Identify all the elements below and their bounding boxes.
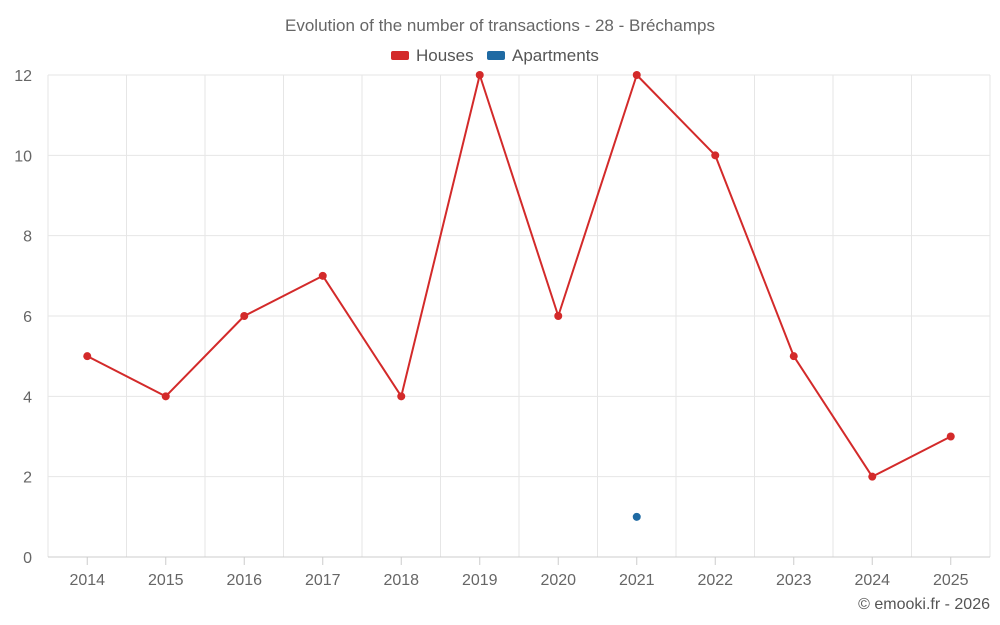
data-point-houses[interactable] [240, 312, 249, 320]
data-point-houses[interactable] [318, 271, 327, 280]
data-point-houses[interactable] [161, 392, 170, 401]
plot-area [83, 71, 955, 521]
legend-swatch-apartments [487, 51, 505, 60]
y-tick-label: 6 [23, 309, 32, 326]
x-tick-label: 2019 [462, 572, 498, 589]
legend-label-houses[interactable]: Houses [416, 46, 474, 65]
data-point-houses[interactable] [789, 352, 798, 361]
legend-swatch-houses [391, 51, 409, 60]
y-tick-label: 4 [23, 389, 32, 406]
x-tick-label: 2022 [697, 572, 733, 589]
chart-title: Evolution of the number of transactions … [285, 16, 715, 35]
series-line-houses[interactable] [86, 74, 952, 478]
x-tick-label: 2016 [226, 572, 262, 589]
y-tick-label: 12 [14, 68, 32, 85]
data-point-houses[interactable] [632, 71, 641, 79]
data-point-houses[interactable] [475, 71, 484, 79]
x-tick-label: 2015 [148, 572, 184, 589]
data-point-houses[interactable] [868, 472, 877, 481]
x-tick-label: 2014 [69, 572, 105, 589]
grid [47, 74, 991, 557]
data-point-houses[interactable] [711, 151, 720, 160]
x-tick-label: 2023 [776, 572, 812, 589]
data-point-houses[interactable] [83, 352, 92, 361]
legend-label-apartments[interactable]: Apartments [512, 46, 599, 65]
data-point-houses[interactable] [946, 432, 955, 441]
y-tick-label: 10 [14, 148, 32, 165]
data-point-houses[interactable] [397, 392, 406, 401]
legend[interactable]: Houses Apartments [391, 46, 599, 65]
data-point-apartments[interactable] [632, 512, 641, 521]
data-point-houses[interactable] [554, 312, 563, 320]
y-axis: 0 2 4 6 8 10 12 [14, 68, 32, 567]
x-tick-label: 2017 [305, 572, 341, 589]
x-tick-label: 2020 [540, 572, 576, 589]
y-tick-label: 8 [23, 229, 32, 246]
x-tick-label: 2021 [619, 572, 655, 589]
y-tick-label: 0 [23, 550, 32, 567]
credit-text[interactable]: © emooki.fr - 2026 [858, 596, 990, 613]
y-tick-label: 2 [23, 470, 32, 487]
x-tick-label: 2024 [854, 572, 890, 589]
x-axis: 2014 2015 2016 2017 2018 2019 2020 2021 2022 2023… [48, 556, 990, 589]
x-tick-label: 2025 [933, 572, 969, 589]
x-tick-label: 2018 [383, 572, 419, 589]
